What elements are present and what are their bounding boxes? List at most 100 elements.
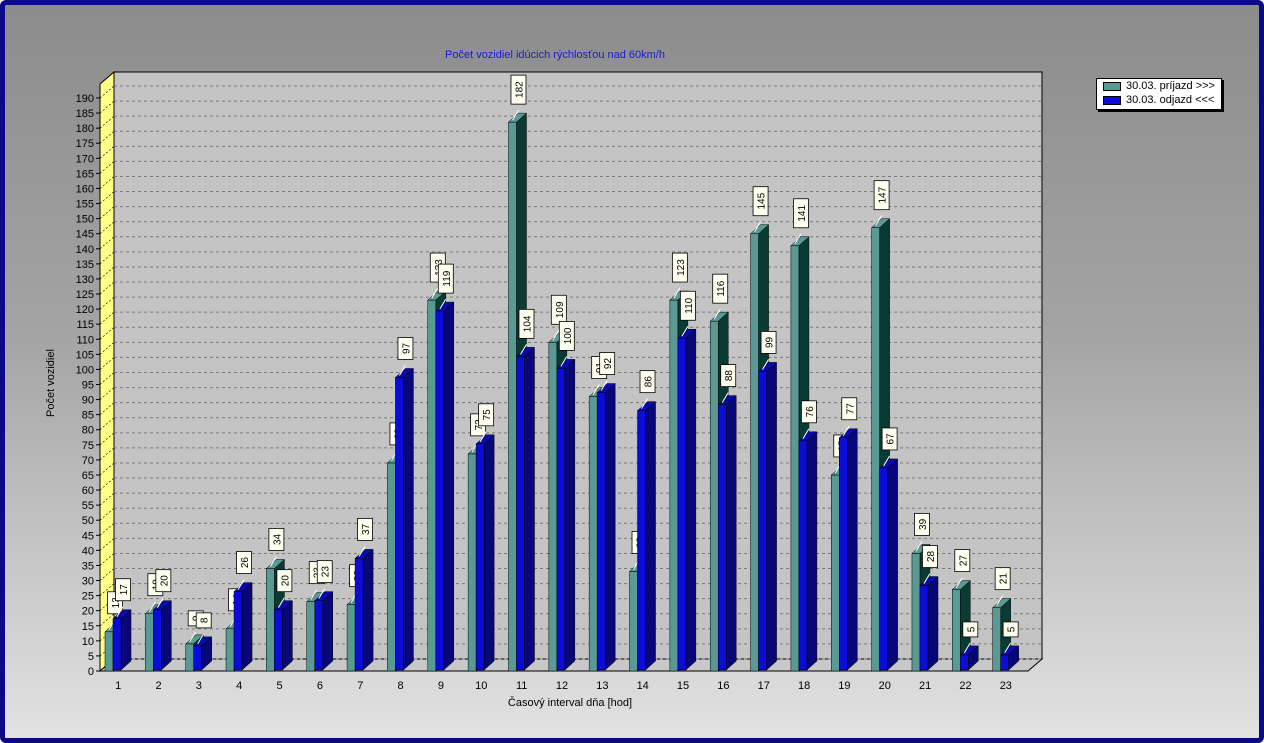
left-wall-gridline (99, 507, 115, 521)
bar (911, 553, 921, 672)
data-label-box (994, 567, 1011, 591)
data-label-leader (875, 215, 883, 226)
bar (145, 613, 154, 672)
data-label-leader (552, 330, 560, 341)
bar (960, 654, 969, 671)
data-label: 5 (966, 626, 977, 632)
left-wall-gridline (99, 613, 115, 626)
data-label: 97 (401, 342, 412, 354)
data-label-leader (1004, 642, 1012, 654)
data-label-box (599, 352, 616, 375)
left-wall-gridline (99, 568, 115, 581)
data-label-box (268, 528, 285, 551)
data-label-leader (754, 221, 761, 232)
bar (548, 342, 558, 672)
bar (104, 631, 114, 672)
x-tick-label: 11 (516, 680, 527, 692)
bar (508, 121, 517, 672)
bar (225, 628, 235, 672)
y-tick-label: 5 (88, 651, 94, 663)
left-wall-gridline (99, 206, 115, 219)
left-wall-gridline (99, 492, 115, 506)
y-tick-label: 180 (76, 123, 94, 135)
bar-side (483, 434, 495, 671)
data-label: 13 (111, 597, 122, 609)
bar (387, 462, 396, 672)
y-tick-label: 55 (82, 500, 94, 512)
bar (758, 371, 767, 671)
left-wall-gridline (99, 266, 115, 280)
data-label-leader (721, 392, 729, 403)
legend: 30.03. príjazd >>> 30.03. odjazd <<< (1096, 78, 1222, 110)
y-tick-label: 140 (76, 244, 94, 256)
data-label-leader (277, 597, 285, 608)
data-label-leader (963, 642, 971, 654)
bar (556, 368, 566, 671)
data-label: 67 (886, 433, 897, 445)
bar (233, 591, 243, 671)
y-tick-label: 95 (82, 380, 94, 392)
y-tick-label: 150 (76, 214, 94, 226)
left-wall-gridline (99, 447, 115, 461)
x-tick-label: 14 (637, 680, 649, 692)
left-wall-gridline (99, 131, 115, 144)
x-tick-label: 18 (798, 680, 810, 692)
data-label-leader (237, 579, 245, 590)
y-tick-label: 105 (76, 349, 94, 361)
y-tick-label: 160 (76, 183, 94, 195)
data-label-box (518, 308, 535, 339)
y-tick-label: 185 (76, 108, 94, 120)
x-tick-label: 10 (475, 680, 487, 692)
bar (637, 410, 646, 671)
bar-side (241, 582, 253, 671)
left-wall-gridline (99, 146, 115, 159)
bar (992, 607, 1001, 672)
data-label-box (397, 337, 414, 360)
y-tick-label: 75 (82, 440, 94, 452)
data-label-box (881, 427, 898, 451)
y-tick-label: 80 (82, 425, 94, 437)
left-wall-gridline (99, 100, 115, 114)
left-wall-gridline (99, 236, 115, 250)
data-label: 5 (1007, 626, 1018, 632)
bar-side (322, 591, 333, 671)
data-label-leader (479, 431, 487, 443)
data-label-leader (148, 601, 156, 612)
data-label: 147 (878, 186, 889, 203)
x-axis-label: Časový interval dňa [hod] (507, 697, 633, 709)
back-wall (113, 71, 1043, 660)
x-tick-label: 17 (758, 680, 770, 692)
data-label-leader (431, 287, 439, 299)
data-label: 21 (999, 573, 1010, 585)
x-tick-label: 1 (115, 680, 121, 692)
data-label: 17 (119, 584, 130, 596)
data-label: 88 (724, 370, 735, 382)
left-wall-gridline (99, 402, 115, 415)
x-tick-label: 9 (438, 680, 444, 692)
bar-side (847, 428, 858, 671)
data-label: 109 (555, 301, 566, 318)
bar (153, 609, 162, 671)
y-tick-label: 120 (76, 304, 94, 316)
bar (839, 437, 848, 671)
bar (596, 392, 606, 671)
data-label-box (793, 198, 809, 229)
data-label: 116 (716, 280, 727, 296)
bar (306, 601, 315, 672)
legend-label-arrival: 30.03. príjazd >>> (1126, 80, 1215, 92)
bar (798, 440, 808, 671)
bar-side (604, 382, 616, 671)
data-label-box (914, 512, 930, 536)
data-label-leader (600, 380, 608, 391)
data-label-box (236, 551, 252, 574)
data-label-box (752, 186, 769, 217)
bar-side (362, 548, 374, 671)
left-wall-gridline (99, 221, 115, 234)
bar (274, 609, 283, 671)
data-label-leader (955, 577, 963, 588)
legend-label-departure: 30.03. odjazd <<< (1126, 94, 1215, 106)
bar-side (443, 301, 455, 671)
data-label: 27 (958, 555, 969, 567)
data-label-leader (883, 455, 891, 467)
left-wall-gridline (99, 296, 115, 310)
